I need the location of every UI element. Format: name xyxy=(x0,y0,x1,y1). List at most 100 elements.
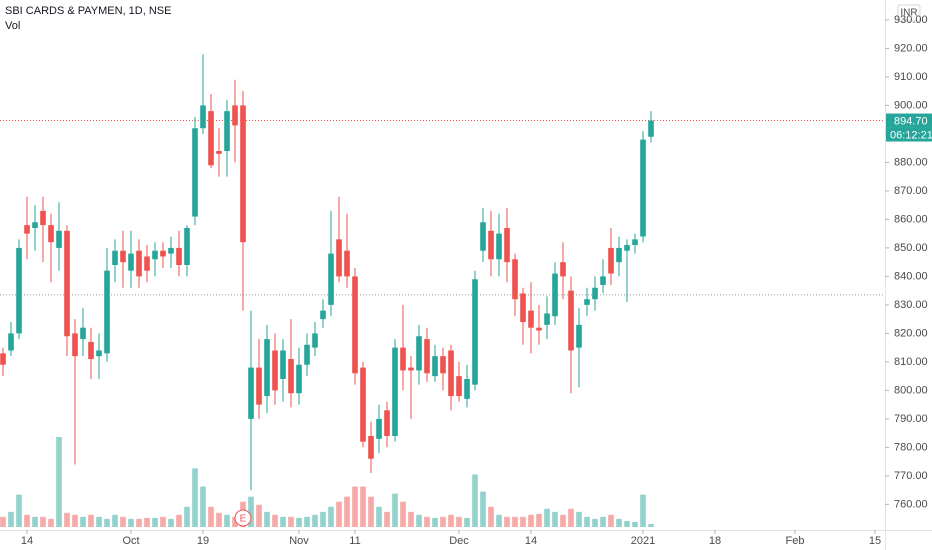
candle-body xyxy=(32,222,38,228)
volume-bar xyxy=(8,511,14,527)
x-tick-label: Feb xyxy=(786,535,805,547)
volume-bar xyxy=(48,518,54,527)
x-tick-label: 19 xyxy=(197,535,209,547)
volume-bar xyxy=(504,516,510,527)
volume-bar xyxy=(424,516,430,527)
last-price-label: 894.70 xyxy=(894,115,928,127)
volume-bar xyxy=(600,516,606,527)
volume-bar xyxy=(392,493,398,527)
candle-body xyxy=(104,270,110,354)
y-tick-label: 860.00 xyxy=(894,213,928,225)
volume-bar xyxy=(488,506,494,527)
volume-bar xyxy=(416,514,422,527)
candle-body xyxy=(560,262,566,277)
volume-bar xyxy=(280,516,286,527)
candle-body xyxy=(176,247,182,265)
volume-bar xyxy=(96,516,102,527)
candle-body xyxy=(304,344,310,365)
candle-body xyxy=(48,225,54,243)
volume-bar xyxy=(320,511,326,527)
volume-bar xyxy=(272,514,278,527)
candle-body xyxy=(232,105,238,126)
y-tick-label: 920.00 xyxy=(894,42,928,54)
volume-bar xyxy=(32,516,38,527)
candle-body xyxy=(152,250,158,260)
volume-bar xyxy=(200,486,206,527)
y-tick-label: 780.00 xyxy=(894,441,928,453)
candle-body xyxy=(72,333,78,357)
x-tick-label: 11 xyxy=(349,535,360,547)
volume-bar xyxy=(0,516,6,527)
volume-bar xyxy=(472,474,478,527)
volume-bar xyxy=(432,517,438,527)
candle-body xyxy=(592,287,598,300)
y-tick-label: 870.00 xyxy=(894,185,928,197)
candle-body xyxy=(120,250,126,263)
volume-bar xyxy=(648,523,654,527)
candle-body xyxy=(80,327,86,340)
volume-bar xyxy=(152,517,158,527)
y-tick-label: 760.00 xyxy=(894,498,928,510)
x-tick-label: 2021 xyxy=(631,535,655,547)
chart-title: SBI CARDS & PAYMEN, 1D, NSE xyxy=(5,5,171,17)
candle-body xyxy=(544,313,550,325)
volume-bar xyxy=(104,518,110,527)
candle-body xyxy=(568,290,574,351)
volume-bar xyxy=(576,511,582,527)
volume-bar xyxy=(384,511,390,527)
candle-body xyxy=(296,364,302,394)
x-tick-label: 14 xyxy=(21,535,33,547)
candle-body xyxy=(248,367,254,419)
volume-bar xyxy=(528,514,534,527)
volume-label: Vol xyxy=(5,20,20,32)
y-tick-label: 850.00 xyxy=(894,242,928,254)
volume-bar xyxy=(536,513,542,527)
y-tick-label: 790.00 xyxy=(894,413,928,425)
volume-bar xyxy=(448,514,454,527)
candle-body xyxy=(368,435,374,459)
candle-body xyxy=(400,347,406,371)
candle-body xyxy=(16,247,22,334)
candle-body xyxy=(456,376,462,397)
volume-bar xyxy=(88,514,94,527)
volume-bar xyxy=(480,491,486,527)
volume-bar xyxy=(632,521,638,527)
y-tick-label: 840.00 xyxy=(894,270,928,282)
candle-body xyxy=(208,111,214,166)
y-tick-label: 880.00 xyxy=(894,156,928,168)
candle-body xyxy=(288,359,294,394)
event-marker-label: E xyxy=(240,514,247,525)
y-tick-label: 770.00 xyxy=(894,470,928,482)
candle-body xyxy=(616,247,622,263)
candle-body xyxy=(312,333,318,348)
candle-body xyxy=(24,225,30,234)
volume-bar xyxy=(72,514,78,527)
x-tick-label: Oct xyxy=(122,535,139,547)
candle-body xyxy=(608,247,614,274)
candle-body xyxy=(448,350,454,397)
volume-bar xyxy=(144,517,150,527)
candle-body xyxy=(504,227,510,263)
candle-body xyxy=(440,356,446,374)
currency-box[interactable] xyxy=(897,4,921,22)
volume-bar xyxy=(584,516,590,527)
volume-bar xyxy=(160,516,166,527)
candle-body xyxy=(240,105,246,243)
candle-body xyxy=(512,259,518,300)
countdown-label: 06:12:21 xyxy=(890,129,932,141)
y-tick-label: 830.00 xyxy=(894,299,928,311)
candle-body xyxy=(216,151,222,154)
volume-bar xyxy=(24,514,30,527)
candle-body xyxy=(384,410,390,436)
candle-body xyxy=(272,350,278,391)
volume-bar xyxy=(264,511,270,527)
volume-bar xyxy=(496,514,502,527)
volume-bar xyxy=(288,516,294,527)
candle-body xyxy=(528,310,534,328)
x-tick-label: 14 xyxy=(525,535,537,547)
y-tick-label: 800.00 xyxy=(894,384,928,396)
currency[interactable]: INR xyxy=(900,8,917,19)
volume-bar xyxy=(400,501,406,527)
volume-bar xyxy=(136,518,142,527)
countdown-box xyxy=(886,127,932,142)
